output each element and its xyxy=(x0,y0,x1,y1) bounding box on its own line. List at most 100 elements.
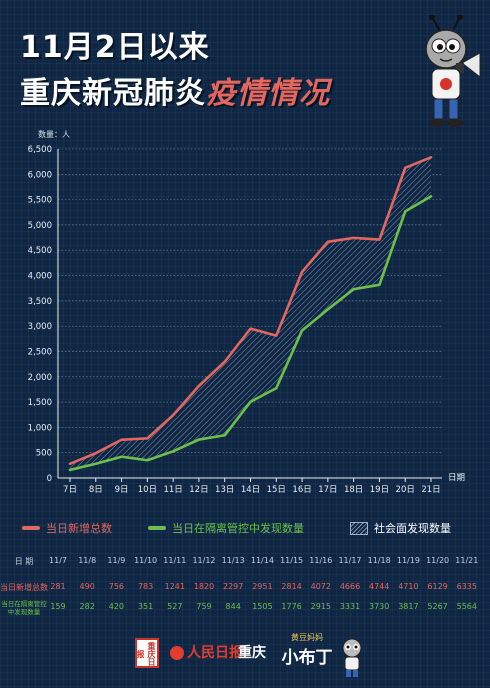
title-line-2: 重庆新冠肺炎疫情情况 xyxy=(20,68,330,112)
table-cell-total: 4744 xyxy=(369,582,390,591)
table-cell-date: 11/21 xyxy=(455,556,479,565)
table-cell-total: 4710 xyxy=(398,582,419,591)
x-tick-label: 13日 xyxy=(215,485,234,495)
y-tick-label: 6,000 xyxy=(28,170,52,180)
legend-swatch-community xyxy=(350,521,368,535)
x-tick-label: 16日 xyxy=(292,485,311,495)
community-cases-area xyxy=(70,157,431,470)
table-cell-quarantine: 5267 xyxy=(427,602,448,611)
chart-legend: 当日新增总数 当日在隔离管控中发现数量 社会面发现数量 xyxy=(0,520,490,540)
table-cell-quarantine: 759 xyxy=(196,602,212,611)
table-cell-date: 11/17 xyxy=(338,556,362,565)
table-cell-total: 4072 xyxy=(310,582,331,591)
table-header-date: 日 期 xyxy=(14,557,34,566)
table-cell-total: 1241 xyxy=(164,582,185,591)
legend-label-quarantine: 当日在隔离管控中发现数量 xyxy=(172,522,304,535)
y-tick-label: 500 xyxy=(36,449,52,459)
people-daily-emblem-icon xyxy=(170,646,184,660)
seal-logo: 重庆日报 xyxy=(135,638,159,668)
table-cell-total: 6129 xyxy=(427,582,448,591)
x-tick-label: 9日 xyxy=(115,485,129,495)
line-chart: 数量：人 0 500 1,000 1,500 2,000 2,500 3,000 3,500 4,… xyxy=(28,129,465,495)
xiaobuding-logo: 黄豆妈妈 小布丁 xyxy=(272,632,342,668)
table-cell-total: 783 xyxy=(137,582,154,591)
table-cell-date: 11/19 xyxy=(396,556,420,565)
table-cell-quarantine: 1776 xyxy=(281,602,302,611)
table-cell-total: 2814 xyxy=(281,582,302,591)
table-cell-quarantine: 420 xyxy=(108,602,125,611)
table-cell-quarantine: 282 xyxy=(79,602,95,611)
x-tick-label: 7日 xyxy=(63,485,77,495)
x-axis-label: 日期 xyxy=(448,473,465,483)
legend-item-total: 当日新增总数 xyxy=(22,520,112,536)
y-tick-label: 0 xyxy=(47,474,52,484)
table-cell-quarantine: 3331 xyxy=(339,602,361,611)
table-cell-date: 11/16 xyxy=(309,556,333,565)
y-tick-label: 2,000 xyxy=(28,373,52,383)
table-cell-date: 11/15 xyxy=(280,556,304,565)
y-tick-label: 6,500 xyxy=(28,145,52,155)
table-cell-quarantine: 2915 xyxy=(310,602,331,611)
x-tick-label: 21日 xyxy=(421,485,440,495)
table-cell-quarantine: 527 xyxy=(167,602,183,611)
series-line-quarantine xyxy=(68,195,433,472)
title-highlight-part: 疫情情况 xyxy=(206,76,330,111)
xiaobuding-logo-small: 黄豆妈妈 xyxy=(291,633,323,642)
table-cell-date: 11/18 xyxy=(367,556,391,565)
table-cell-date: 11/14 xyxy=(250,556,274,565)
table-cell-quarantine: 159 xyxy=(50,602,66,611)
table-cell-date: 11/12 xyxy=(192,556,216,565)
table-cell-total: 2951 xyxy=(252,582,273,591)
table-cell-date: 11/13 xyxy=(221,556,245,565)
legend-line-total xyxy=(22,526,40,530)
table-cell-total: 6335 xyxy=(456,582,477,591)
table-cell-total: 756 xyxy=(108,582,125,591)
table-cell-date: 11/10 xyxy=(134,556,158,565)
table-header-total: 当日新增总数 xyxy=(0,583,48,592)
table-cell-total: 281 xyxy=(50,582,66,591)
legend-label-total: 当日新增总数 xyxy=(46,522,112,535)
table-cell-total: 2297 xyxy=(223,582,244,591)
ant-mascot-illustration xyxy=(425,15,481,127)
legend-item-community: 社会面发现数量 xyxy=(350,520,451,536)
table-row-dates: 日 期 11/7 11/8 11/9 11/10 11/11 11/12 11/13 11/1… xyxy=(0,556,490,568)
y-tick-label: 2,500 xyxy=(28,347,52,357)
table-cell-quarantine: 351 xyxy=(137,602,154,611)
y-tick-label: 4,500 xyxy=(28,246,52,256)
y-axis-unit-label: 数量：人 xyxy=(38,129,70,139)
table-cell-total: 490 xyxy=(79,582,95,591)
table-cell-date: 11/8 xyxy=(78,556,97,565)
logo-bar: 重庆日报 人民日报 重庆 黄豆妈妈 小布丁 xyxy=(0,632,490,682)
x-tick-label: 19日 xyxy=(370,485,389,495)
table-cell-quarantine: 3730 xyxy=(369,602,390,611)
table-header-quarantine: 当日在隔离管控中发现数量 xyxy=(1,600,47,616)
table-cell-date: 11/7 xyxy=(49,556,67,565)
x-tick-label: 11日 xyxy=(163,485,182,495)
legend-line-quarantine xyxy=(148,526,166,530)
chongqing-logo-text: 重庆 xyxy=(238,645,266,661)
x-tick-label: 18日 xyxy=(344,485,363,495)
title-line-1: 11月2日以来 xyxy=(20,30,210,65)
y-tick-label: 3,500 xyxy=(28,297,52,307)
y-tick-label: 5,000 xyxy=(28,221,52,231)
series-line-total xyxy=(68,156,433,466)
table-cell-date: 11/20 xyxy=(426,556,450,565)
x-tick-label: 15日 xyxy=(267,485,286,495)
table-cell-total: 4666 xyxy=(339,582,361,591)
legend-label-community: 社会面发现数量 xyxy=(374,522,451,535)
y-tick-label: 1,500 xyxy=(28,398,52,408)
title-white-part: 重庆新冠肺炎 xyxy=(20,76,206,111)
y-tick-label: 1,000 xyxy=(28,423,52,433)
table-cell-total: 1820 xyxy=(193,582,215,591)
y-tick-label: 3,000 xyxy=(28,322,52,332)
table-cell-quarantine: 1505 xyxy=(252,602,273,611)
x-tick-label: 12日 xyxy=(189,485,208,495)
people-daily-logo: 人民日报 xyxy=(170,642,243,662)
x-tick-label: 10日 xyxy=(138,485,157,495)
legend-item-quarantine: 当日在隔离管控中发现数量 xyxy=(148,520,304,536)
table-cell-date: 11/11 xyxy=(163,556,187,565)
people-daily-logo-text: 人民日报 xyxy=(187,645,243,661)
y-tick-label: 5,500 xyxy=(28,196,52,206)
table-cell-quarantine: 844 xyxy=(225,602,241,611)
x-tick-label: 20日 xyxy=(396,485,415,495)
